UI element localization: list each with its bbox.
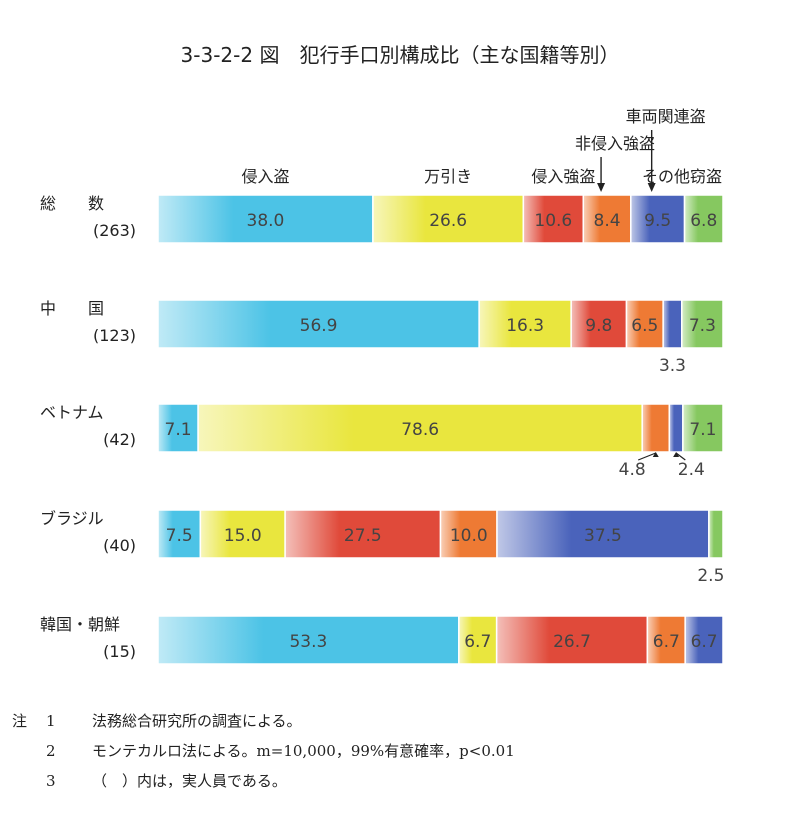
plot-area: 総 数 (263) 38.0 26.6 10.6 8.4 9.5 6.8 中 国 (123) 56.… xyxy=(40,194,724,665)
note-head: 注 xyxy=(12,712,28,730)
data-label: 6.7 xyxy=(464,632,491,652)
stacked-bar-chart: 3-3-2-2 図 犯行手口別構成比（主な国籍等別） 侵入盗 万引き 侵入強盗 非侵入… xyxy=(40,43,724,665)
legend-label: 非侵入強盗 xyxy=(575,134,655,153)
data-label: 4.8 xyxy=(619,460,646,480)
data-label: 7.3 xyxy=(689,316,716,336)
bar-segment xyxy=(458,615,498,665)
data-label: 6.7 xyxy=(653,632,680,652)
chart-title: 3-3-2-2 図 犯行手口別構成比（主な国籍等別） xyxy=(181,43,620,67)
note-number: 3 xyxy=(46,772,56,790)
label-pointer-head xyxy=(673,452,680,457)
data-label: 10.6 xyxy=(534,211,572,231)
note-number: 2 xyxy=(46,742,56,760)
data-label: 6.7 xyxy=(691,632,718,652)
bar-segment xyxy=(681,299,724,349)
note-head xyxy=(12,766,46,796)
note-head xyxy=(12,736,46,766)
bar-segment xyxy=(478,299,572,349)
category-count: (15) xyxy=(103,642,136,661)
data-label: 78.6 xyxy=(401,420,439,440)
category-label: ブラジル xyxy=(40,509,104,528)
category-count: (263) xyxy=(93,221,136,240)
data-label: 3.3 xyxy=(659,356,686,376)
bar-segment xyxy=(199,509,286,559)
category-count: (42) xyxy=(103,430,136,449)
category-label: 韓国・朝鮮 xyxy=(40,615,120,634)
legend-label: 万引き xyxy=(424,167,472,186)
data-label: 38.0 xyxy=(247,211,285,231)
data-label: 16.3 xyxy=(506,316,544,336)
bar-segment xyxy=(582,194,632,244)
label-pointer-head xyxy=(652,452,659,457)
legend-label: 侵入盗 xyxy=(241,167,289,186)
label-pointer xyxy=(675,452,686,461)
bar-segment xyxy=(157,615,460,665)
bar-segment xyxy=(662,299,683,349)
category-count: (40) xyxy=(103,536,136,555)
label-pointer xyxy=(637,452,656,461)
legend-arrow-head xyxy=(597,183,606,192)
bar-segment xyxy=(684,615,724,665)
data-label: 53.3 xyxy=(289,632,327,652)
data-label: 56.9 xyxy=(300,316,338,336)
bar-segment xyxy=(708,509,724,559)
bar-segment xyxy=(668,403,684,453)
legend-label: その他窃盗 xyxy=(642,167,722,186)
bar-segment xyxy=(683,194,724,244)
data-label: 7.5 xyxy=(166,526,193,546)
bar-segment xyxy=(682,403,724,453)
note-item: 2 モンテカルロ法による。m=10,000，99%有意確率，p<0.01 xyxy=(12,736,515,766)
bar-segment xyxy=(157,194,374,244)
note-item: 3 （ ）内は，実人員である。 xyxy=(12,766,515,796)
data-label: 2.4 xyxy=(678,460,705,480)
data-label: 26.7 xyxy=(553,632,591,652)
note-text: 法務総合研究所の調査による。 xyxy=(92,712,302,730)
bar-segment xyxy=(625,299,664,349)
legend-arrow-head xyxy=(647,183,656,192)
data-label: 37.5 xyxy=(584,526,622,546)
bar-segment xyxy=(646,615,686,665)
data-label: 10.0 xyxy=(450,526,488,546)
data-label: 9.8 xyxy=(585,316,612,336)
note-text: （ ）内は，実人員である。 xyxy=(92,772,287,790)
data-label: 8.4 xyxy=(594,211,621,231)
note-number: 1 xyxy=(46,712,56,730)
notes: 注 1 法務総合研究所の調査による。 2 モンテカルロ法による。m=10,000… xyxy=(12,706,515,796)
bar-segment xyxy=(641,403,671,453)
bar-segment xyxy=(284,509,442,559)
data-label: 27.5 xyxy=(344,526,382,546)
data-label: 2.5 xyxy=(697,566,724,586)
bar-segment xyxy=(570,299,628,349)
data-label: 7.1 xyxy=(689,420,716,440)
note-text: モンテカルロ法による。m=10,000，99%有意確率，p<0.01 xyxy=(92,742,515,760)
bar-segment xyxy=(197,403,643,453)
bar-segment xyxy=(372,194,525,244)
bar-segment xyxy=(496,509,710,559)
data-label: 9.5 xyxy=(644,211,671,231)
note-item: 注 1 法務総合研究所の調査による。 xyxy=(12,706,515,736)
data-label: 6.5 xyxy=(631,316,658,336)
category-label: 総 数 xyxy=(40,194,104,213)
data-label: 6.8 xyxy=(690,211,717,231)
category-label: 中 国 xyxy=(40,299,104,318)
category-label: ベトナム xyxy=(40,403,104,422)
legend-label: 車両関連盗 xyxy=(626,107,706,126)
bar-segment xyxy=(495,615,649,665)
data-label: 15.0 xyxy=(224,526,262,546)
data-label: 26.6 xyxy=(429,211,467,231)
bar-segment xyxy=(630,194,686,244)
category-count: (123) xyxy=(93,326,136,345)
bar-segment xyxy=(522,194,585,244)
data-label: 7.1 xyxy=(165,420,192,440)
legend-label: 侵入強盗 xyxy=(531,167,595,186)
bar-segment xyxy=(157,403,199,453)
